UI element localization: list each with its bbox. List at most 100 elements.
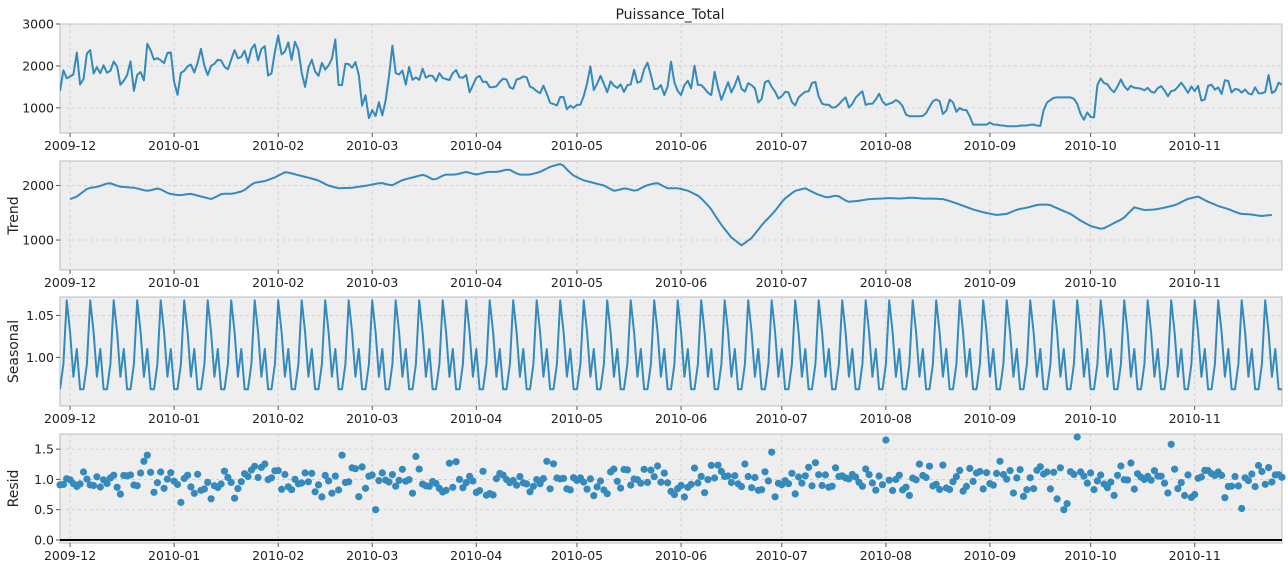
resid-point: [207, 495, 215, 503]
resid-point: [231, 494, 239, 502]
resid-point: [590, 492, 598, 500]
resid-point: [768, 448, 776, 456]
resid-point: [516, 473, 524, 481]
resid-point: [372, 506, 380, 514]
resid-point: [583, 485, 591, 493]
resid-point: [331, 472, 339, 480]
resid-point: [1110, 491, 1118, 499]
x-tick-label: 2009-12: [44, 548, 96, 563]
resid-point: [939, 461, 947, 469]
resid-point: [254, 473, 262, 482]
resid-point: [227, 478, 235, 486]
resid-point: [338, 451, 346, 459]
resid-point: [187, 483, 195, 491]
resid-point: [184, 471, 192, 479]
resid-point: [660, 469, 668, 477]
resid-point: [1009, 489, 1018, 497]
resid-point: [707, 461, 715, 469]
x-tick-label: 2010-05: [551, 548, 603, 563]
resid-point: [278, 485, 286, 493]
resid-point: [989, 481, 997, 489]
x-tick-label: 2010-09: [964, 138, 1016, 153]
resid-point: [737, 483, 746, 491]
resid-point: [1278, 473, 1286, 481]
x-tick-label: 2010-06: [655, 275, 707, 290]
resid-point: [140, 457, 148, 465]
resid-point: [398, 465, 406, 473]
resid-point: [895, 471, 903, 479]
resid-point: [664, 479, 672, 487]
resid-point: [1050, 468, 1058, 476]
resid-point: [627, 481, 635, 489]
resid-point: [677, 481, 685, 489]
resid-point: [1063, 500, 1071, 508]
x-tick-label: 2010-11: [1169, 411, 1221, 426]
resid-point: [862, 465, 870, 473]
resid-point: [358, 463, 366, 471]
x-tick-label: 2010-09: [964, 411, 1016, 426]
y-tick-label: 1.5: [34, 442, 54, 457]
resid-point: [147, 468, 155, 476]
x-tick-label: 2010-03: [346, 548, 398, 563]
resid-point: [1093, 477, 1101, 485]
resid-point: [593, 483, 601, 491]
resid-point: [798, 479, 806, 487]
x-tick-label: 2010-01: [148, 411, 200, 426]
resid-point: [1103, 484, 1111, 492]
x-tick-label: 2010-07: [756, 548, 808, 563]
resid-point: [378, 469, 386, 477]
resid-point: [405, 476, 413, 484]
resid-point: [325, 477, 333, 485]
resid-point: [690, 464, 699, 472]
resid-point: [1234, 482, 1242, 490]
resid-point: [1080, 472, 1088, 480]
x-tick-label: 2009-12: [44, 275, 96, 290]
resid-point: [543, 457, 551, 465]
resid-point: [281, 470, 289, 479]
resid-point: [116, 490, 124, 498]
resid-point: [1097, 471, 1105, 479]
resid-point: [801, 472, 809, 480]
resid-point: [1070, 470, 1078, 478]
resid-point: [560, 474, 568, 482]
resid-point: [526, 488, 534, 496]
resid-point: [143, 451, 151, 459]
resid-point: [1013, 474, 1021, 482]
resid-point: [741, 460, 749, 468]
resid-point: [1030, 485, 1038, 493]
resid-point: [395, 476, 403, 484]
x-tick-label: 2010-03: [346, 138, 398, 153]
resid-point: [513, 481, 521, 489]
x-tick-label: 2010-02: [252, 275, 304, 290]
x-tick-label: 2010-04: [450, 138, 502, 153]
resid-point: [1003, 475, 1011, 483]
resid-point: [875, 472, 883, 480]
resid-point: [637, 479, 645, 487]
resid-point: [1228, 482, 1236, 490]
resid-point: [976, 467, 984, 476]
resid-point: [979, 485, 987, 493]
resid-point: [788, 469, 796, 477]
resid-point: [1147, 476, 1155, 484]
resid-point: [274, 467, 282, 475]
x-tick-label: 2010-09: [964, 275, 1016, 290]
resid-point: [1221, 494, 1229, 502]
x-tick-label: 2010-05: [551, 138, 603, 153]
resid-point: [1036, 463, 1044, 471]
resid-point: [1053, 495, 1061, 503]
resid-point: [163, 475, 171, 483]
resid-point: [670, 491, 679, 499]
resid-point: [566, 486, 574, 494]
chart-title: Puissance_Total: [615, 7, 724, 23]
x-tick-label: 2010-02: [252, 548, 304, 563]
resid-point: [1244, 477, 1252, 485]
plot-area-observed: [59, 23, 1283, 134]
resid-point: [459, 484, 467, 492]
resid-point: [412, 452, 420, 460]
resid-point: [110, 471, 118, 479]
resid-point: [311, 488, 319, 496]
x-tick-label: 2010-08: [860, 138, 912, 153]
resid-point: [549, 460, 558, 468]
resid-point: [956, 466, 964, 474]
